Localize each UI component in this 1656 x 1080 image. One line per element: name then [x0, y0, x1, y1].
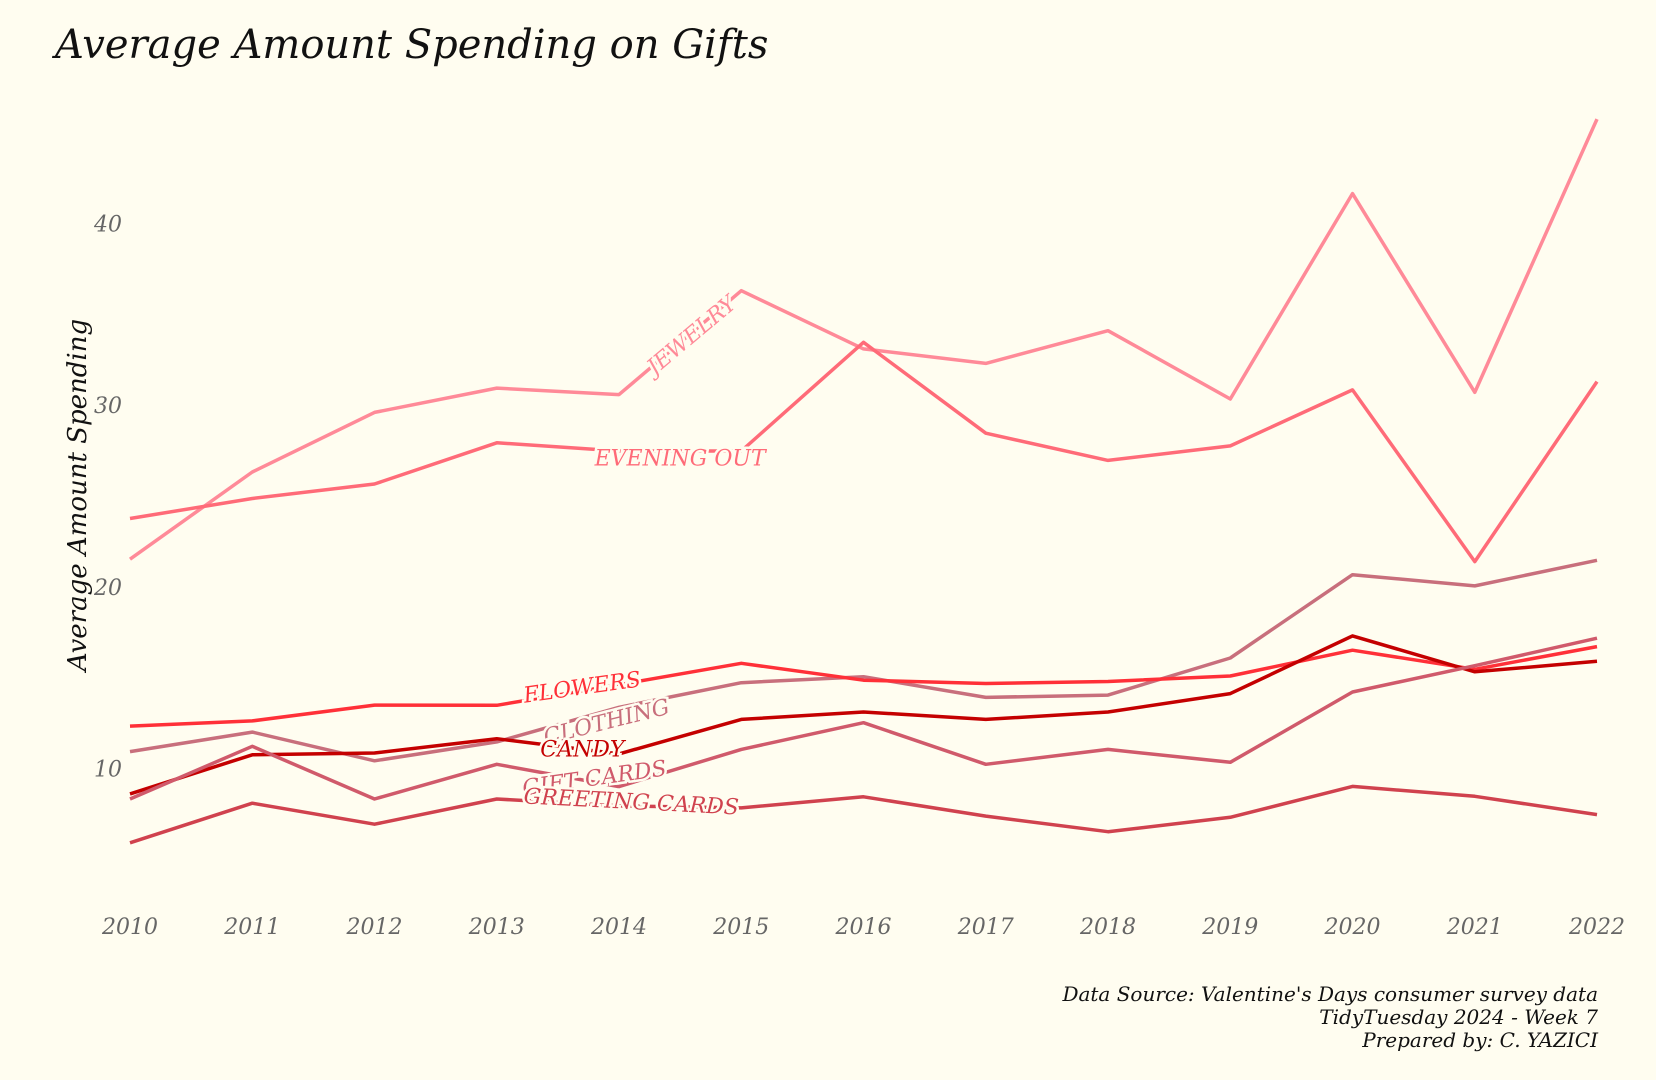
series-line-gift-cards: [129, 636, 1598, 801]
x-tick-label: 2018: [1079, 915, 1136, 940]
x-tick-label: 2022: [1568, 915, 1625, 940]
y-tick-label: 20: [93, 576, 122, 601]
x-tick-label: 2014: [590, 915, 647, 940]
x-tick-label: 2019: [1201, 915, 1258, 940]
y-axis-ticks: 10 20 30 40: [93, 213, 122, 783]
y-axis-label: Average Amount Spending: [63, 318, 93, 672]
series-line-greeting-cards: [129, 784, 1598, 845]
x-tick-label: 2013: [468, 915, 525, 940]
series-line-jewelry: [128, 118, 1599, 561]
x-tick-label: 2020: [1324, 915, 1381, 940]
series-label-jewelry: JEWELRY: [639, 290, 743, 383]
series-line-flowers: [129, 644, 1598, 728]
x-tick-label: 2015: [712, 915, 769, 940]
x-tick-label: 2017: [957, 915, 1014, 940]
x-tick-label: 2012: [346, 915, 403, 940]
series-line-evening-out: [129, 340, 1599, 564]
caption-source: Data Source: Valentine's Days consumer s…: [1062, 982, 1598, 1006]
series-line-clothing: [129, 558, 1598, 763]
series-label-greeting-cards: GREETING CARDS: [523, 784, 739, 820]
x-tick-label: 2011: [223, 915, 280, 940]
y-tick-label: 10: [94, 757, 122, 782]
x-tick-label: 2021: [1446, 915, 1503, 940]
series-label-candy: CANDY: [540, 737, 627, 762]
series-label-evening-out: EVENING OUT: [594, 447, 768, 472]
caption-tidytuesday: TidyTuesday 2024 - Week 7: [1319, 1005, 1598, 1029]
chart-title: Average Amount Spending on Gifts: [55, 22, 769, 68]
series-line-candy: [129, 634, 1598, 796]
caption: Data Source: Valentine's Days consumer s…: [1062, 983, 1598, 1052]
x-tick-label: 2010: [101, 915, 158, 940]
series-label-flowers: FLOWERS: [521, 667, 643, 708]
x-tick-label: 2016: [835, 915, 892, 940]
x-axis-ticks: 2010 2011 2012 2013 2014 2015 2016 2017 2018 2019…: [101, 915, 1625, 940]
y-tick-label: 40: [93, 213, 122, 238]
caption-author: Prepared by: C. YAZICI: [1362, 1028, 1598, 1052]
y-tick-label: 30: [94, 394, 122, 419]
series-lines: [128, 118, 1599, 845]
